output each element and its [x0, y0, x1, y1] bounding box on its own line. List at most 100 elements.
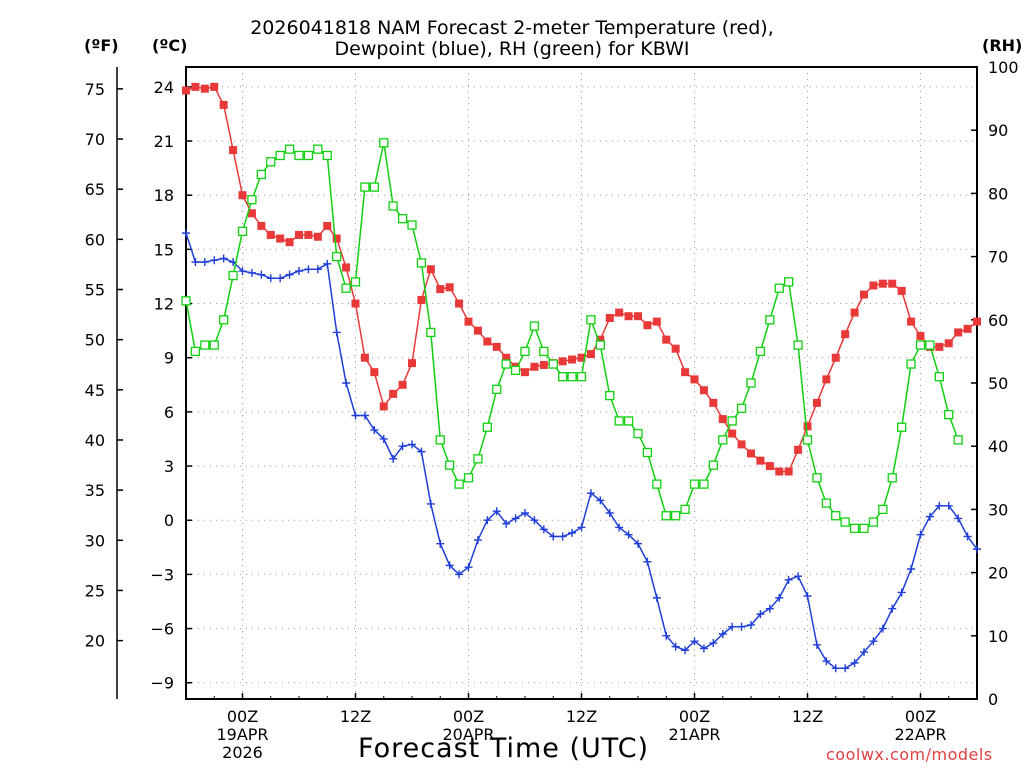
temperature-point	[464, 317, 473, 326]
dewpoint-series	[182, 229, 981, 673]
dewpoint-point	[756, 610, 765, 619]
dewpoint-point	[360, 411, 369, 420]
axes: 24211815129630−3−6−975706560555045403530…	[85, 58, 1019, 762]
temperature-point	[916, 332, 925, 341]
rh-point	[736, 403, 747, 413]
grid-lines	[186, 67, 977, 699]
rh-point	[209, 340, 219, 350]
rh-point	[200, 340, 210, 350]
rh-point	[520, 346, 530, 357]
temperature-point	[944, 339, 953, 348]
temperature-point	[182, 86, 190, 95]
dewpoint-point	[455, 570, 464, 579]
chart-title-line2: Dewpoint (blue), RH (green) for KBWI	[334, 38, 690, 60]
rh-point	[944, 409, 954, 420]
rh-point	[284, 144, 295, 154]
time-tick-label: 00Z	[453, 707, 484, 726]
rh-point	[407, 220, 417, 230]
rh-point	[501, 359, 511, 369]
rh-point	[586, 315, 596, 325]
rh-point	[953, 435, 963, 445]
temperature-point	[596, 335, 605, 344]
dewpoint-point	[850, 658, 859, 667]
rh-point	[887, 473, 897, 483]
fahrenheit-tick-label: 60	[85, 230, 105, 249]
dewpoint-point	[765, 604, 774, 613]
rh-point	[360, 182, 370, 192]
dewpoint-point	[304, 265, 313, 274]
dewpoint-point	[257, 270, 266, 279]
rh-point	[416, 258, 427, 268]
temperature-point	[907, 317, 916, 326]
rh-point	[313, 144, 323, 154]
rh-point	[379, 138, 389, 148]
dewpoint-point	[699, 644, 708, 653]
temperature-point	[586, 350, 595, 359]
dewpoint-point	[492, 507, 501, 516]
temperature-point	[436, 285, 445, 294]
dewpoint-point	[718, 629, 727, 638]
rh-point	[388, 201, 398, 211]
temperature-point	[483, 337, 492, 346]
rh-point	[605, 390, 615, 401]
dewpoint-point	[313, 265, 322, 274]
dewpoint-point	[624, 530, 633, 539]
rh-point	[661, 511, 671, 521]
dewpoint-point	[944, 501, 953, 510]
dewpoint-point	[652, 593, 661, 602]
temperature-point	[332, 234, 341, 243]
temperature-point	[775, 467, 784, 476]
fahrenheit-tick-label: 45	[85, 381, 105, 400]
temperature-point	[690, 375, 699, 384]
dewpoint-point	[643, 557, 652, 566]
time-tick-label: 00Z	[679, 707, 710, 726]
rh-point	[897, 422, 907, 432]
time-tick-label: 20APR	[442, 725, 494, 744]
rh-point	[219, 315, 229, 325]
rh-point	[181, 296, 191, 306]
dewpoint-point	[954, 514, 963, 523]
temperature-point	[699, 386, 708, 395]
time-tick-label: 00Z	[905, 707, 936, 726]
celsius-tick-label: 24	[154, 78, 174, 97]
dewpoint-point	[831, 664, 840, 673]
rh-tick-label: 20	[988, 564, 1008, 583]
dewpoint-point	[568, 528, 577, 537]
temperature-point	[473, 326, 482, 335]
rh-point	[925, 340, 935, 350]
rh-point	[623, 416, 634, 426]
rh-point	[765, 315, 775, 325]
dewpoint-point	[577, 523, 586, 532]
dewpoint-point	[737, 622, 746, 631]
dewpoint-point	[681, 646, 690, 655]
dewpoint-point	[615, 523, 624, 532]
time-tick-label: 00Z	[227, 707, 258, 726]
temperature-point	[935, 342, 944, 351]
temperature-point	[568, 355, 577, 364]
dewpoint-point	[775, 593, 784, 602]
temperature-point	[794, 445, 803, 454]
data-series	[181, 82, 981, 673]
temperature-point	[285, 238, 294, 247]
rh-point	[718, 435, 728, 445]
temperature-point	[605, 313, 614, 322]
dewpoint-point	[445, 561, 454, 570]
temperature-point	[888, 279, 897, 288]
dewpoint-point	[558, 532, 567, 541]
dewpoint-point	[869, 637, 878, 646]
temperature-point	[954, 328, 963, 337]
rh-point	[256, 169, 266, 180]
celsius-tick-label: −3	[150, 565, 174, 584]
rh-point	[868, 517, 879, 527]
rh-point	[190, 346, 201, 357]
temperature-point	[304, 230, 313, 239]
rh-tick-label: 30	[988, 500, 1008, 519]
temperature-point	[238, 191, 247, 200]
temperature-point	[323, 221, 332, 230]
dewpoint-point	[728, 622, 737, 631]
dewpoint-point	[521, 509, 529, 518]
fahrenheit-tick-label: 30	[85, 531, 105, 550]
temperature-point	[624, 312, 633, 321]
fahrenheit-tick-label: 20	[85, 632, 105, 651]
dewpoint-point	[436, 539, 445, 548]
